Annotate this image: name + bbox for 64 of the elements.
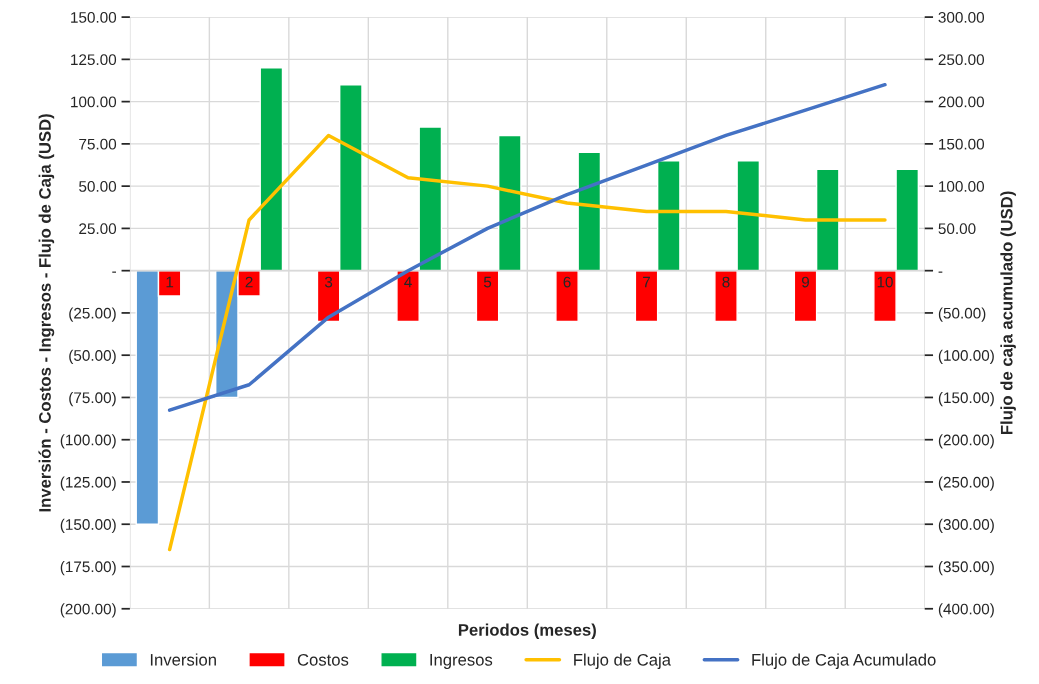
y-tick-label: (125.00): [60, 476, 116, 491]
x-tick-label: 2: [245, 276, 253, 288]
y-tick-label: 125.00: [71, 54, 117, 66]
legend-label: Flujo de Caja Acumulado: [752, 653, 936, 669]
y-tick-label: (175.00): [60, 560, 116, 576]
legend-label: Costos: [297, 653, 349, 666]
y2-tick-label: 50.00: [938, 223, 976, 235]
x-tick-label: 5: [483, 276, 492, 288]
y-tick-label: (200.00): [60, 603, 116, 618]
y2-tick-label: (300.00): [938, 518, 994, 533]
y2-tick-label: 300.00: [938, 11, 985, 23]
y2-tick-label: (150.00): [938, 391, 994, 407]
bar: [475, 269, 500, 323]
y-tick-label: 50.00: [79, 181, 117, 192]
bar: [259, 67, 284, 272]
y-tick-label: (100.00): [60, 434, 116, 449]
y2-tick-label: 100.00: [939, 181, 985, 192]
legend-label: Inversion: [150, 653, 216, 666]
bar: [577, 151, 602, 272]
bar: [634, 269, 659, 323]
x-tick-label: 10: [877, 276, 893, 288]
bar: [418, 126, 443, 272]
x-tick-label: 9: [801, 276, 810, 288]
bar: [497, 134, 522, 272]
y2-tick-label: (200.00): [938, 434, 994, 449]
y2-tick-label: (250.00): [938, 476, 994, 491]
bar: [873, 269, 897, 323]
y-tick-label: (25.00): [69, 307, 116, 322]
x-tick-label: 7: [643, 276, 650, 288]
x-tick-label: 3: [324, 276, 333, 288]
y-tick-label: 100.00: [71, 96, 117, 108]
y2-tick-label: 250.00: [938, 54, 985, 66]
y-axis-title: Inversión - Costos - Ingresos - Flujo de Caja (USD): [38, 114, 55, 512]
bar: [555, 269, 579, 323]
y2-tick-label: 200.00: [938, 96, 985, 108]
y-tick-label: (150.00): [60, 518, 116, 533]
legend-label: Ingresos: [430, 654, 493, 669]
y-tick-label: (50.00): [69, 349, 116, 364]
bar: [895, 168, 920, 272]
bar: [656, 160, 681, 272]
x-tick-label: 8: [722, 276, 730, 288]
bar: [339, 84, 363, 272]
legend-label: Flujo de Caja: [574, 653, 671, 669]
y-tick-label: (75.00): [69, 391, 116, 407]
bar: [714, 269, 738, 323]
bar: [793, 269, 818, 323]
x-axis-title: Periodos (meses): [458, 623, 596, 640]
y2-tick-label: (100.00): [938, 349, 994, 364]
bar: [736, 160, 761, 272]
y2-tick-label: 150.00: [939, 138, 985, 150]
bar: [396, 269, 420, 323]
y2-tick-label: (400.00): [938, 603, 994, 618]
x-tick-label: 6: [563, 276, 571, 288]
y2-tick-label: (350.00): [938, 560, 994, 576]
y-tick-label: 75.00: [79, 138, 117, 150]
y2-tick-label: -: [938, 271, 943, 273]
y2-axis-title: Flujo de caja acumulado (USD): [1000, 191, 1016, 435]
y-tick-label: 25.00: [79, 223, 117, 235]
y-tick-label: 150.00: [71, 11, 117, 23]
y2-tick-label: (50.00): [938, 307, 986, 322]
x-tick-label: 1: [166, 276, 174, 288]
x-tick-label: 4: [404, 276, 412, 288]
bar: [815, 168, 840, 272]
y-tick-label: -: [112, 271, 116, 273]
